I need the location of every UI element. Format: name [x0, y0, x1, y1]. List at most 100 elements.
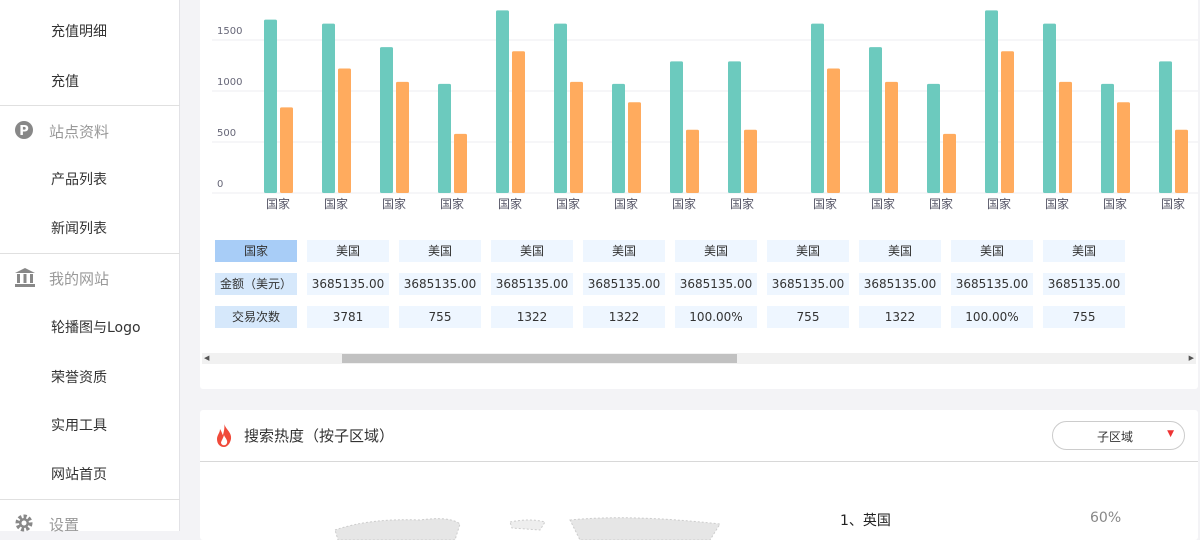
sidebar-divider — [0, 499, 180, 500]
x-tick-label: 国家 — [324, 196, 348, 211]
horizontal-scrollbar[interactable]: ◀ ▶ — [202, 353, 1196, 364]
x-tick-label: 国家 — [556, 196, 580, 211]
card-title: 搜索热度（按子区域） — [244, 427, 395, 445]
bar — [811, 23, 824, 194]
x-tick-label: 国家 — [929, 196, 953, 211]
x-tick-label: 国家 — [672, 196, 696, 211]
bar — [670, 61, 683, 193]
bar — [927, 83, 940, 193]
table-cell: 美国 — [491, 240, 573, 262]
sidebar-item[interactable]: 充值明细 — [51, 24, 107, 40]
bar-chart: 0 500 1000 1500 国家 国家 国家 国家 国家 国家 国家 国家 国家 国家 国家 国家 国家 国家… — [212, 10, 1198, 211]
row-header: 金额（美元） — [215, 273, 297, 295]
bar — [338, 68, 351, 193]
bar — [280, 107, 293, 193]
bar — [943, 133, 956, 193]
bar — [1059, 81, 1072, 193]
bar — [1159, 61, 1172, 193]
bar — [570, 81, 583, 193]
search-heat-card: 搜索热度（按子区域） 子区域 ▼ 1、英国 60% — [200, 410, 1198, 540]
svg-text:P: P — [19, 124, 29, 139]
row-header: 交易次数 — [215, 306, 297, 328]
table-cell: 755 — [1043, 306, 1125, 328]
table-cell: 3685135.00 — [583, 273, 665, 295]
table-cell: 美国 — [583, 240, 665, 262]
table-cell: 3685135.00 — [399, 273, 481, 295]
x-tick-label: 国家 — [382, 196, 406, 211]
subregion-select[interactable]: 子区域 ▼ — [1052, 421, 1185, 450]
table-cell: 3685135.00 — [951, 273, 1033, 295]
table-cell: 3781 — [307, 306, 389, 328]
bar — [554, 23, 567, 194]
bar — [322, 23, 335, 194]
scroll-left-icon[interactable]: ◀ — [204, 354, 210, 362]
ranking-item-label: 1、英国 — [840, 513, 891, 529]
sidebar-item[interactable]: 轮播图与Logo — [51, 320, 141, 336]
x-tick-label: 国家 — [730, 196, 754, 211]
transaction-chart-card: 0 500 1000 1500 国家 国家 国家 国家 国家 国家 国家 国家 国家 国家 国家 国家 国家 国家… — [200, 0, 1198, 389]
table-cell: 1322 — [491, 306, 573, 328]
table-cell: 3685135.00 — [307, 273, 389, 295]
sidebar-item[interactable]: 新闻列表 — [51, 221, 107, 237]
x-tick-label: 国家 — [987, 196, 1011, 211]
bar — [612, 83, 625, 193]
bar — [396, 81, 409, 193]
table-cell: 100.00% — [951, 306, 1033, 328]
card-header: 搜索热度（按子区域） 子区域 ▼ — [200, 410, 1198, 462]
bar — [1043, 23, 1056, 194]
table-cell: 3685135.00 — [491, 273, 573, 295]
table-cell: 3685135.00 — [1043, 273, 1125, 295]
x-tick-label: 国家 — [440, 196, 464, 211]
bar — [1175, 129, 1188, 193]
bar — [628, 102, 641, 193]
sidebar-item[interactable]: 荣誉资质 — [51, 370, 107, 386]
bar — [496, 10, 509, 194]
bar — [885, 81, 898, 193]
bar — [869, 47, 882, 193]
bar — [744, 129, 757, 193]
sidebar-item[interactable]: 产品列表 — [51, 172, 107, 188]
y-tick-label: 0 — [217, 179, 223, 190]
bank-icon — [14, 267, 36, 291]
table-cell: 3685135.00 — [675, 273, 757, 295]
x-tick-label: 国家 — [266, 196, 290, 211]
sidebar-item[interactable]: 实用工具 — [51, 418, 107, 434]
table-cell: 1322 — [859, 306, 941, 328]
table-cell: 1322 — [583, 306, 665, 328]
table-cell: 3685135.00 — [859, 273, 941, 295]
gear-icon — [14, 513, 34, 537]
scrollbar-thumb[interactable] — [342, 354, 737, 363]
y-tick-label: 1000 — [217, 77, 242, 88]
bar — [827, 68, 840, 193]
caret-down-icon: ▼ — [1167, 429, 1174, 439]
bar — [1101, 83, 1114, 193]
select-value: 子区域 — [1097, 430, 1134, 444]
table-cell: 3685135.00 — [767, 273, 849, 295]
bar — [264, 19, 277, 193]
bar — [985, 10, 998, 194]
ranking-item-percent: 60% — [1090, 510, 1122, 526]
sidebar-item[interactable]: 充值 — [51, 74, 79, 90]
scroll-right-icon[interactable]: ▶ — [1188, 354, 1194, 362]
row-header: 国家 — [215, 240, 297, 262]
sidebar: 充值明细充值站点资料 P 产品列表新闻列表我的网站轮播图与Logo 荣誉资质实用工具网… — [0, 0, 180, 534]
x-tick-label: 国家 — [1045, 196, 1069, 211]
x-tick-label: 国家 — [614, 196, 638, 211]
world-map — [334, 517, 721, 540]
y-tick-label: 500 — [217, 128, 236, 139]
table-cell: 美国 — [307, 240, 389, 262]
bar — [1001, 51, 1014, 193]
fire-icon — [217, 423, 232, 447]
table-cell: 755 — [767, 306, 849, 328]
p-circle-icon: P — [14, 120, 34, 144]
sidebar-group-header[interactable]: 设置 — [49, 516, 80, 534]
table-cell: 755 — [399, 306, 481, 328]
sidebar-group-header[interactable]: 站点资料 — [49, 123, 110, 141]
sidebar-item[interactable]: 网站首页 — [51, 467, 107, 483]
x-tick-label: 国家 — [1161, 196, 1185, 211]
table-cell: 美国 — [675, 240, 757, 262]
table-cell: 美国 — [399, 240, 481, 262]
sidebar-group-header[interactable]: 我的网站 — [49, 270, 110, 288]
y-tick-label: 1500 — [217, 26, 242, 37]
bar — [380, 47, 393, 193]
